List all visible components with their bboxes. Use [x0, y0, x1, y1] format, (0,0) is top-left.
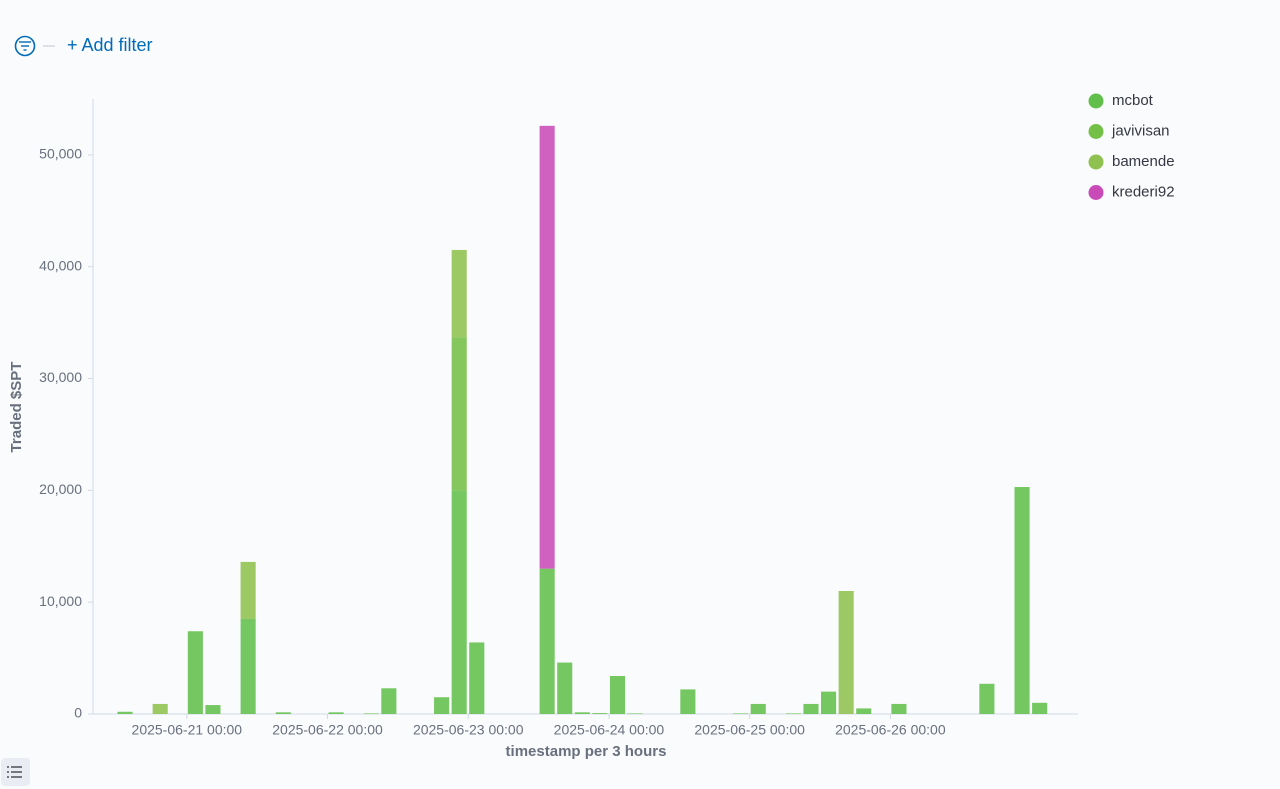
bar-segment: [1014, 487, 1030, 714]
y-tick-label: 30,000: [39, 369, 82, 385]
bar-segment: [574, 712, 590, 714]
legend-label[interactable]: javivisan: [1111, 122, 1170, 139]
bar-segment: [240, 561, 256, 619]
bar-segment: [821, 691, 837, 714]
bar-segment: [979, 683, 995, 714]
bar-segment: [1032, 702, 1048, 714]
list-button[interactable]: [1, 758, 30, 786]
bar-segment: [733, 713, 749, 715]
add-filter[interactable]: + Add filter: [67, 35, 153, 55]
bar-segment: [275, 712, 291, 714]
bar-segment: [557, 662, 573, 714]
x-tick-label: 2025-06-24 00:00: [554, 722, 665, 738]
bar-segment: [434, 697, 450, 714]
legend-label[interactable]: krederi92: [1112, 183, 1175, 200]
y-tick-label: 40,000: [39, 257, 82, 273]
y-tick-label: 10,000: [39, 593, 82, 609]
bar-segment: [803, 703, 819, 714]
y-tick-label: 50,000: [39, 146, 82, 162]
x-tick-label: 2025-06-21 00:00: [132, 722, 243, 738]
bar-segment: [381, 688, 397, 714]
bar-segment: [785, 713, 801, 715]
legend-label[interactable]: bamende: [1112, 153, 1175, 170]
x-tick-label: 2025-06-22 00:00: [272, 722, 383, 738]
bar-segment: [680, 689, 696, 714]
legend-marker: [1088, 93, 1104, 109]
x-tick-label: 2025-06-25 00:00: [694, 722, 805, 738]
bar-segment: [152, 703, 168, 714]
bar-segment: [539, 568, 555, 714]
bar-segment: [750, 703, 766, 714]
bar-segment: [592, 713, 608, 714]
bar-segment: [451, 337, 467, 491]
bar-segment: [609, 675, 626, 714]
x-tick-label: 2025-06-26 00:00: [835, 722, 946, 738]
bar-segment: [117, 711, 133, 714]
legend-marker: [1088, 154, 1104, 170]
bar-segment: [856, 708, 872, 714]
legend-marker: [1088, 185, 1104, 200]
y-tick-label: 20,000: [39, 481, 82, 497]
y-tick-label: 0: [74, 705, 82, 721]
bar-segment: [627, 713, 643, 715]
bar-segment: [328, 712, 344, 714]
bar-segment: [205, 705, 221, 714]
bar-segment: [469, 642, 485, 714]
bar-segment: [363, 713, 379, 715]
filter-icon[interactable]: [14, 35, 36, 57]
bar-segment: [838, 591, 854, 714]
legend-label[interactable]: mcbot: [1112, 92, 1154, 109]
x-tick-label: 2025-06-23 00:00: [413, 722, 524, 738]
y-axis-title: Traded $SPT: [8, 362, 25, 453]
filter-bar: + Add filter: [14, 35, 153, 57]
bar-segment: [539, 125, 555, 569]
bar-segment: [240, 618, 256, 714]
bar-segment: [451, 249, 467, 338]
bar-segment: [187, 631, 203, 714]
legend-marker: [1088, 124, 1104, 139]
x-axis-title: timestamp per 3 hours: [506, 743, 667, 760]
bar-segment: [891, 703, 907, 714]
bar-segment: [451, 490, 467, 714]
